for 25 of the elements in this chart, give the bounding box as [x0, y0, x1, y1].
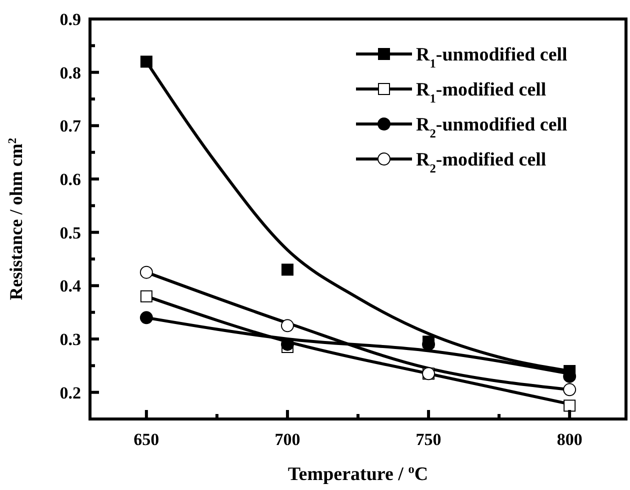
- y-tick-label: 0.9: [60, 10, 81, 29]
- y-tick-label: 0.2: [60, 383, 81, 402]
- x-tick-label: 750: [416, 430, 442, 449]
- point: [140, 311, 153, 324]
- y-tick-label: 0.8: [60, 63, 81, 82]
- legend-label: R$_{2}$-unmodified cell: [416, 114, 568, 141]
- y-tick-label: 0.5: [60, 223, 81, 242]
- point: [140, 266, 153, 279]
- x-tick-label: 700: [274, 430, 300, 449]
- point: [564, 400, 576, 412]
- y-tick-label: 0.4: [60, 276, 82, 296]
- legend-label: R$_{1}$-unmodified cell: [416, 44, 568, 71]
- x-tick-label: 650: [134, 430, 160, 449]
- point: [280, 319, 294, 332]
- y-tick-label: 0.3: [60, 330, 81, 349]
- point: [563, 383, 576, 396]
- point: [140, 56, 152, 68]
- point: [140, 290, 152, 302]
- x-tick-label: 800: [556, 430, 582, 449]
- point: [281, 264, 294, 276]
- legend-label: R$_{2}$-modified cell: [416, 150, 546, 176]
- y-tick-label: 0.7: [60, 116, 82, 136]
- legend-label: R$_{1}$-modified cell: [416, 80, 546, 106]
- y-tick-label: 0.6: [60, 170, 81, 189]
- x-axis-title: Temperature / $^{o}$C: [288, 462, 428, 485]
